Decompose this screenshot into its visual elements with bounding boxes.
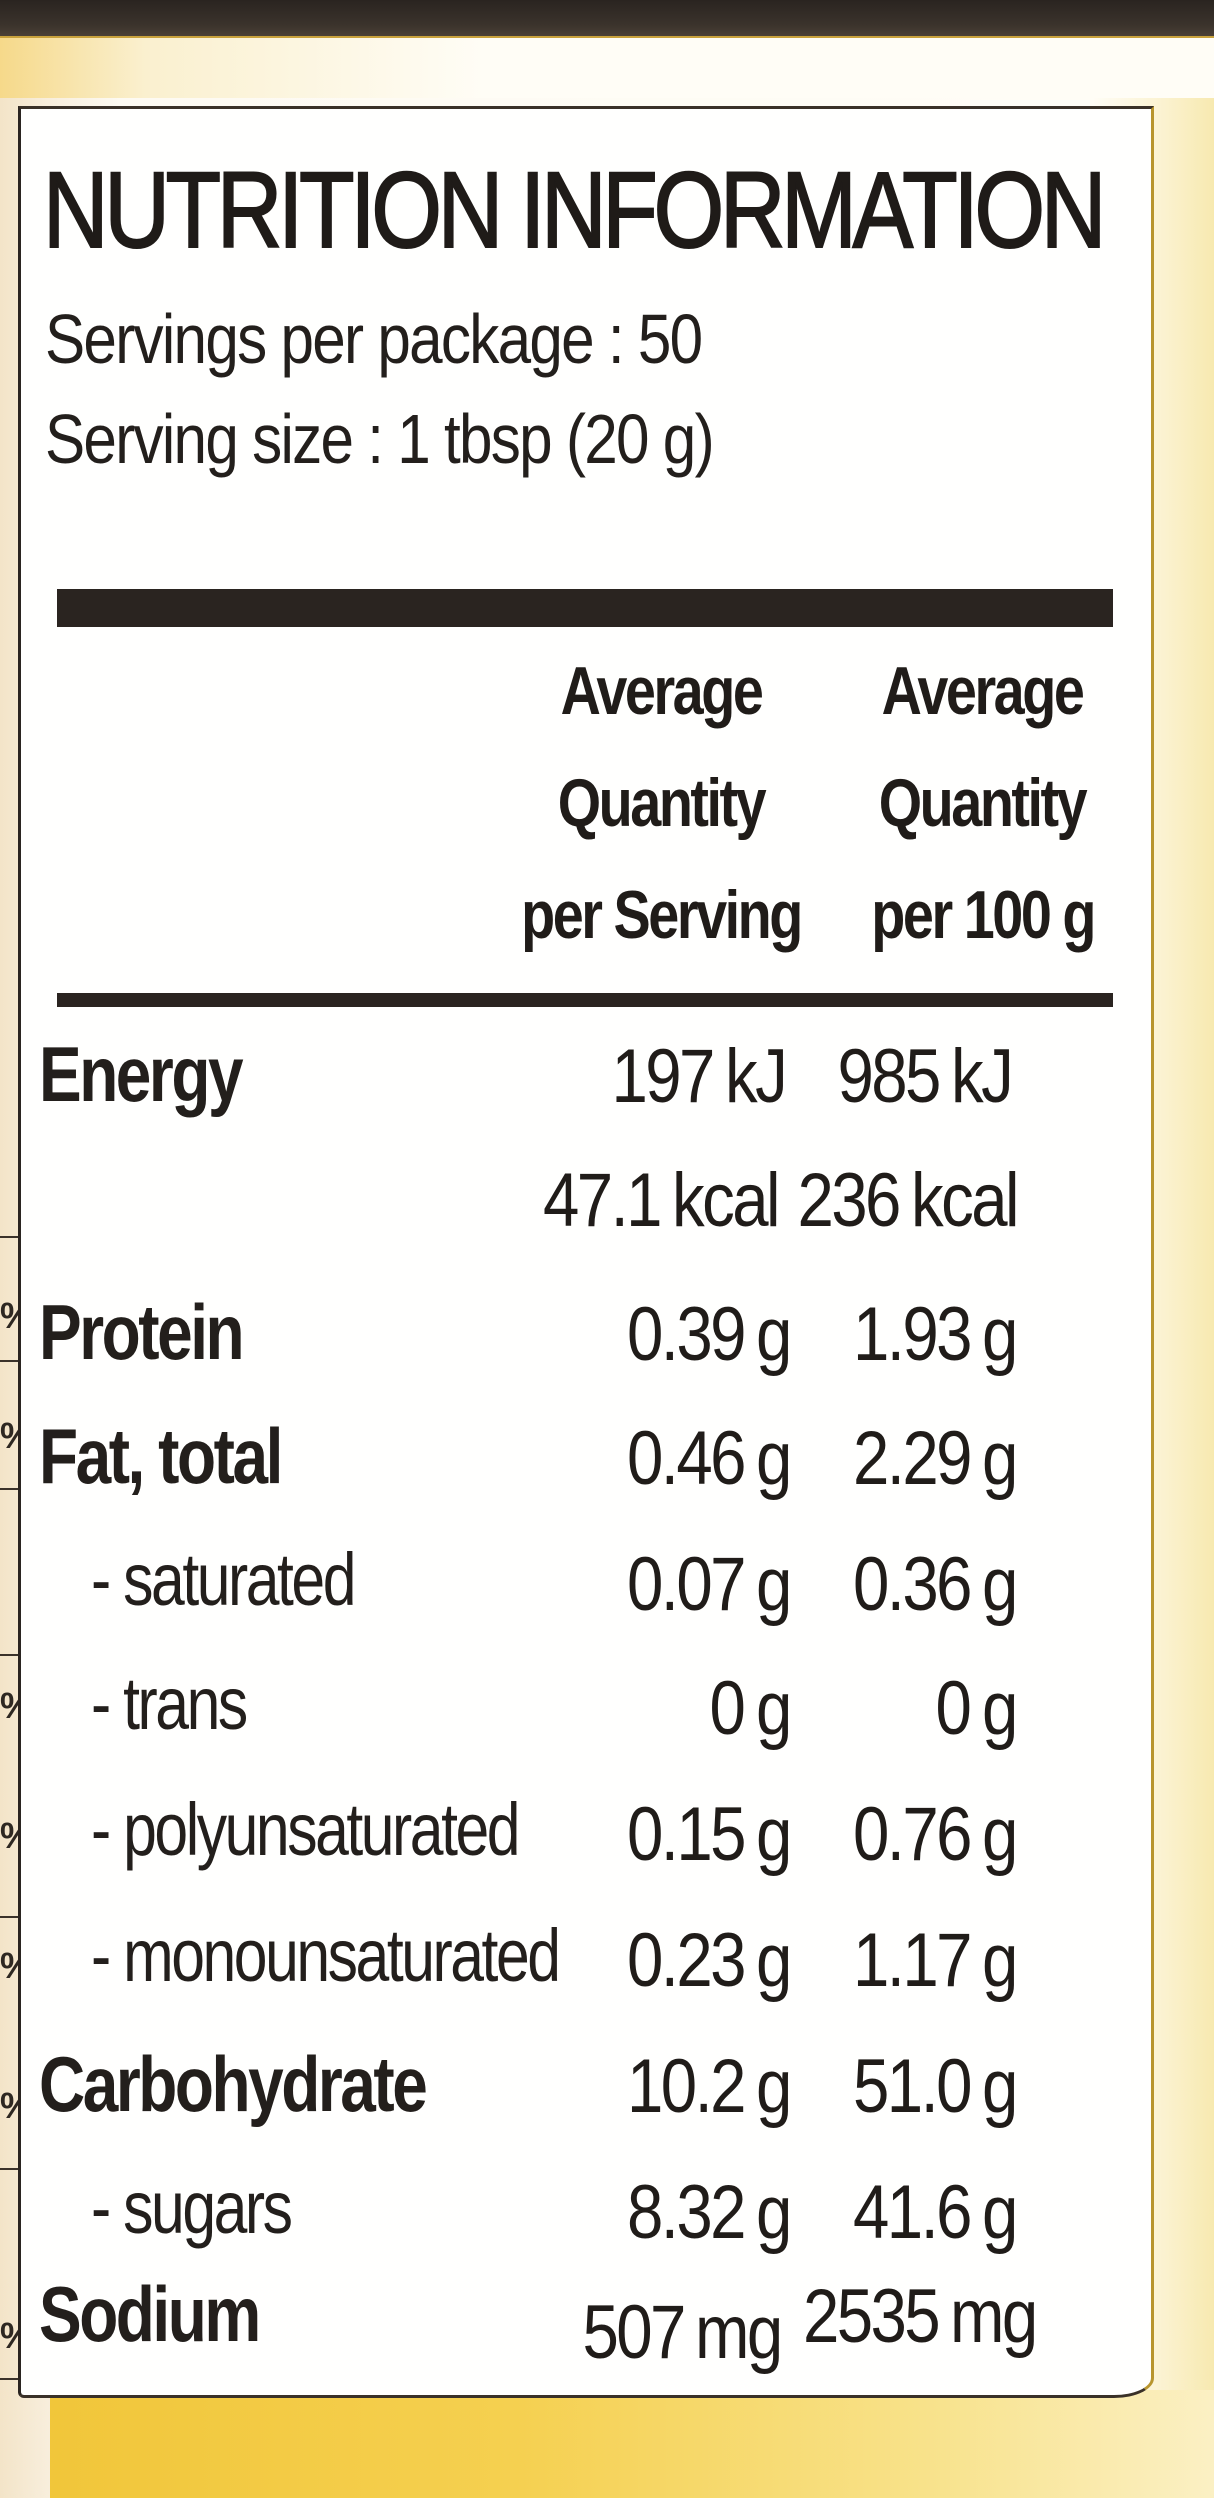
nutrient-label: - trans xyxy=(91,1662,248,1745)
per-100g-value: 236 kcal xyxy=(797,1158,1019,1243)
nutrient-label: Protein xyxy=(39,1288,245,1376)
servings-per-package: Servings per package : 50 xyxy=(45,300,703,378)
nutrient-label: Fat, total xyxy=(39,1412,283,1500)
per-serving-value: 10.2 g xyxy=(626,2044,792,2129)
column-header-line: Average xyxy=(560,653,764,729)
nutrient-row-sodium: Sodium 507 mg 2535 mg xyxy=(21,2269,1151,2393)
percent-mark: % xyxy=(0,2088,18,2124)
per-serving-value: 47.1 kcal xyxy=(542,1158,780,1243)
divider xyxy=(0,1654,22,1656)
left-edge-adjacent-panel: % % % % % % % xyxy=(0,98,24,2498)
divider xyxy=(0,1360,22,1362)
nutrient-row-saturated: - saturated 0.07 g 0.36 g xyxy=(21,1537,1151,1661)
percent-mark: % xyxy=(0,1418,18,1454)
per-serving-value: 0.46 g xyxy=(626,1416,792,1501)
per-serving-value: 0.23 g xyxy=(626,1918,792,2003)
divider xyxy=(0,1488,22,1490)
column-header-line: Quantity xyxy=(878,765,1088,841)
per-100g-value: 2.29 g xyxy=(852,1416,1018,1501)
nutrient-label: Sodium xyxy=(39,2270,261,2358)
column-header-line: per Serving xyxy=(521,877,803,953)
divider xyxy=(0,2378,22,2380)
divider xyxy=(0,1916,22,1918)
per-100g-value: 2535 mg xyxy=(802,2274,1038,2359)
nutrient-row-energy-kj: Energy 197 kJ 985 kJ xyxy=(21,1029,1151,1153)
percent-mark: % xyxy=(0,1688,18,1724)
package-top-band xyxy=(0,0,1214,39)
nutrient-row-energy-kcal: 47.1 kcal 236 kcal xyxy=(21,1153,1151,1277)
percent-mark: % xyxy=(0,1818,18,1854)
per-serving-value: 0.15 g xyxy=(626,1792,792,1877)
divider xyxy=(0,1236,22,1238)
panel-title: NUTRITION INFORMATION xyxy=(42,148,1107,271)
serving-size: Serving size : 1 tbsp (20 g) xyxy=(45,400,715,478)
per-serving-value: 0.39 g xyxy=(626,1292,792,1377)
nutrient-label: - saturated xyxy=(91,1538,356,1621)
column-header-line: Quantity xyxy=(557,765,767,841)
per-100g-value: 1.17 g xyxy=(852,1918,1018,2003)
column-header-line: Average xyxy=(881,653,1085,729)
nutrient-label: - monounsaturated xyxy=(91,1914,561,1997)
nutrient-row-protein: Protein 0.39 g 1.93 g xyxy=(21,1287,1151,1411)
nutrient-label: - sugars xyxy=(91,2166,293,2249)
per-100g-value: 41.6 g xyxy=(852,2170,1018,2255)
nutrition-panel: NUTRITION INFORMATION Servings per packa… xyxy=(18,106,1154,2398)
nutrient-row-monounsaturated: - monounsaturated 0.23 g 1.17 g xyxy=(21,1913,1151,2037)
per-100g-value: 0.76 g xyxy=(852,1792,1018,1877)
nutrient-label: - polyunsaturated xyxy=(91,1788,521,1871)
header-rule xyxy=(57,589,1113,627)
per-serving-value: 8.32 g xyxy=(626,2170,792,2255)
per-100g-value: 0.36 g xyxy=(852,1542,1018,1627)
package-yellow-base xyxy=(50,2390,1214,2498)
column-header-per-serving: Average Quantity per Serving xyxy=(475,635,847,971)
column-header-line: per 100 g xyxy=(871,877,1096,953)
column-header-rule xyxy=(57,993,1113,1007)
nutrient-row-polyunsaturated: - polyunsaturated 0.15 g 0.76 g xyxy=(21,1787,1151,1911)
percent-mark: % xyxy=(0,2318,18,2354)
nutrient-row-carbohydrate: Carbohydrate 10.2 g 51.0 g xyxy=(21,2039,1151,2163)
per-100g-value: 51.0 g xyxy=(852,2044,1018,2129)
nutrient-row-sugars: - sugars 8.32 g 41.6 g xyxy=(21,2165,1151,2289)
percent-mark: % xyxy=(0,1298,18,1334)
divider xyxy=(0,2168,22,2170)
nutrient-label: Carbohydrate xyxy=(39,2040,428,2128)
per-serving-value: 0.07 g xyxy=(626,1542,792,1627)
percent-mark: % xyxy=(0,1948,18,1984)
per-100g-value: 985 kJ xyxy=(837,1034,1014,1119)
column-header-per-100g: Average Quantity per 100 g xyxy=(847,635,1117,971)
per-serving-value: 197 kJ xyxy=(611,1034,788,1119)
per-100g-value: 1.93 g xyxy=(852,1292,1018,1377)
package-cream-band xyxy=(0,38,1214,98)
nutrient-label: Energy xyxy=(39,1030,244,1118)
nutrient-row-fat-total: Fat, total 0.46 g 2.29 g xyxy=(21,1411,1151,1535)
per-serving-value: 507 mg xyxy=(582,2290,784,2375)
